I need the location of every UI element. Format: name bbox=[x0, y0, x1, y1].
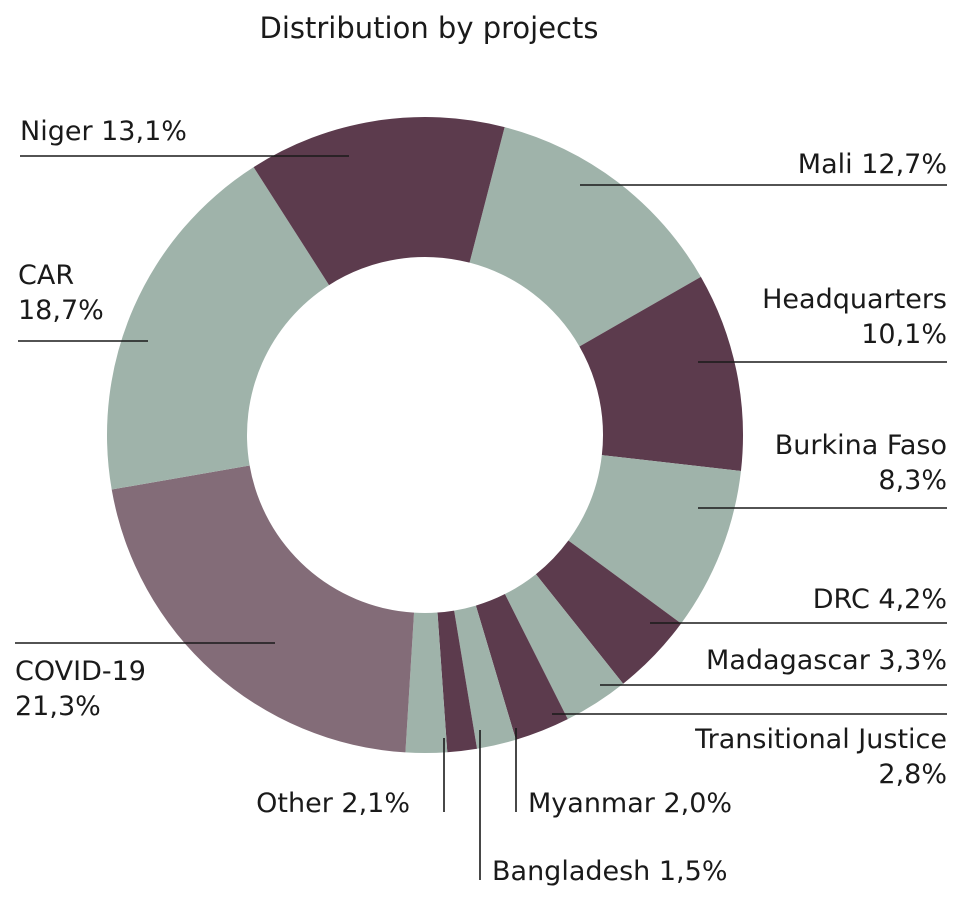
slice-mali bbox=[469, 127, 701, 347]
data-label-niger: Niger 13,1% bbox=[20, 116, 187, 147]
chart-title: Distribution by projects bbox=[260, 11, 599, 45]
slice-niger bbox=[253, 117, 505, 286]
data-label-madagascar: Madagascar 3,3% bbox=[706, 645, 947, 676]
data-label-headquarters: Headquarters 10,1% bbox=[762, 284, 947, 350]
slice-myanmar bbox=[454, 605, 516, 749]
slice-drc bbox=[535, 540, 682, 684]
data-label-myanmar: Myanmar 2,0% bbox=[528, 788, 732, 819]
data-label-burkina-faso: Burkina Faso 8,3% bbox=[775, 430, 947, 496]
data-label-transitional-justice: Transitional Justice 2,8% bbox=[694, 724, 947, 790]
slice-other bbox=[405, 612, 448, 753]
data-label-other: Other 2,1% bbox=[256, 788, 410, 819]
slice-madagascar bbox=[504, 574, 624, 720]
slice-covid-19 bbox=[111, 465, 415, 753]
slice-bangladesh bbox=[437, 610, 478, 753]
data-label-covid-19: COVID-19 21,3% bbox=[15, 656, 146, 722]
slice-car bbox=[106, 167, 330, 490]
slice-transitional-justice bbox=[475, 594, 568, 740]
data-label-drc: DRC 4,2% bbox=[813, 584, 947, 615]
slice-headquarters bbox=[579, 276, 743, 471]
slice-burkina-faso bbox=[568, 455, 741, 624]
data-label-bangladesh: Bangladesh 1,5% bbox=[492, 856, 727, 887]
data-label-car: CAR 18,7% bbox=[18, 260, 104, 326]
data-label-mali: Mali 12,7% bbox=[798, 149, 947, 180]
